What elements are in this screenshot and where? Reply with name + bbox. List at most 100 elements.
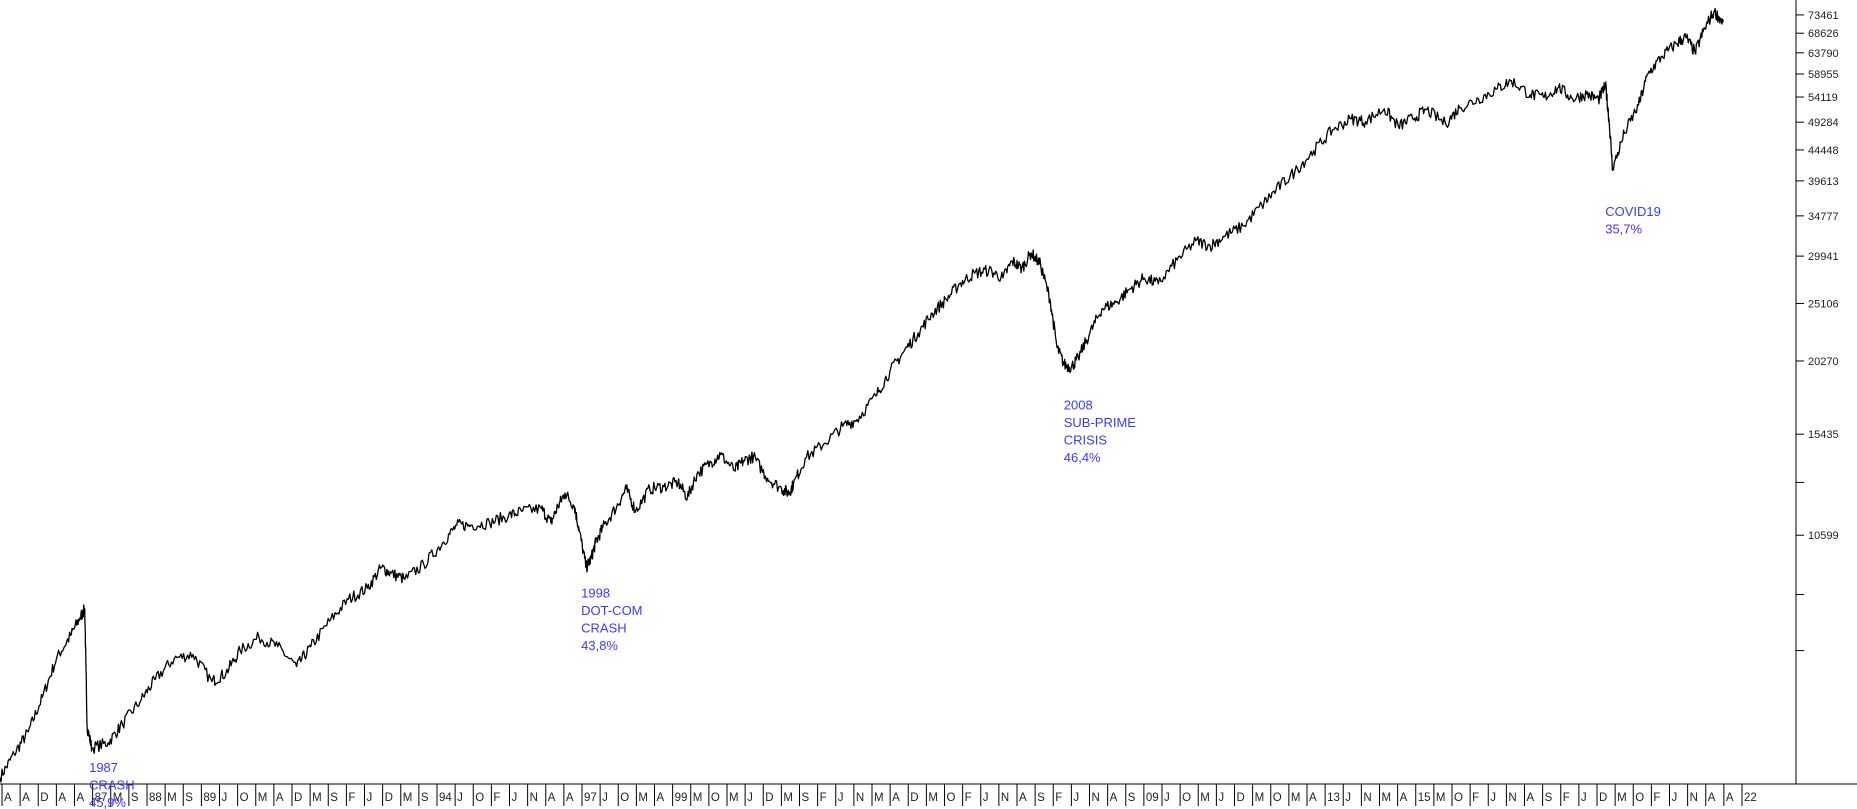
y-tick-label: 49284 (1808, 117, 1839, 129)
x-tick-label: J (983, 792, 989, 804)
x-tick-label: O (1635, 792, 1644, 804)
x-tick-label: A (1019, 792, 1027, 804)
y-tick-label: 10599 (1808, 530, 1839, 542)
x-tick-label: M (312, 792, 322, 804)
x-tick-label: S (1128, 792, 1136, 804)
x-tick-label: O (947, 792, 956, 804)
y-tick-label: 58955 (1808, 69, 1839, 81)
x-tick-label: A (1527, 792, 1535, 804)
x-tick-label: J (512, 792, 518, 804)
x-tick-label: S (131, 792, 139, 804)
x-tick-label: 88 (149, 792, 162, 804)
x-tick-label: D (765, 792, 773, 804)
x-tick-label: M (403, 792, 413, 804)
y-tick-label: 73461 (1808, 10, 1839, 22)
x-tick-label: D (294, 792, 302, 804)
x-tick-label: S (1545, 792, 1553, 804)
annotation-line: 2008 (1064, 398, 1093, 413)
annotation-line: SUB-PRIME (1064, 415, 1137, 430)
annotation-line: CRISIS (1064, 433, 1108, 448)
x-tick-label: A (1708, 792, 1716, 804)
series-line (0, 7, 1724, 783)
x-tick-label: 15 (1418, 792, 1431, 804)
x-tick-label: F (820, 792, 827, 804)
y-tick-label: 39613 (1808, 176, 1839, 188)
x-tick-label: J (367, 792, 373, 804)
x-tick-label: 13 (1327, 792, 1340, 804)
x-tick-label: A (1110, 792, 1118, 804)
x-tick-label: A (77, 792, 85, 804)
x-tick-label: F (1563, 792, 1570, 804)
x-tick-label: 99 (675, 792, 688, 804)
annotation-label: 1987 CRASH 45,9% (89, 760, 135, 809)
x-tick-label: N (1363, 792, 1371, 804)
x-tick-label: D (910, 792, 918, 804)
x-tick-label: N (1001, 792, 1009, 804)
x-tick-label: M (1255, 792, 1265, 804)
x-tick-label: S (421, 792, 429, 804)
annotation-line: 46,4% (1064, 450, 1101, 465)
x-tick-label: F (493, 792, 500, 804)
y-axis-ticks: 73461 68626 63790 58955 54119 49284 44448 39613… (1796, 10, 1839, 652)
x-tick-label: J (457, 792, 463, 804)
x-tick-label: M (638, 792, 648, 804)
annotation-line: 1998 (581, 585, 610, 600)
annotations: 1987 CRASH 45,9% 1998 DOT-COM CRASH 43,8% 2008 S… (89, 204, 1661, 809)
x-tick-label: N (856, 792, 864, 804)
axes (0, 0, 1857, 785)
x-tick-label: J (1490, 792, 1496, 804)
x-tick-label: J (1073, 792, 1079, 804)
x-tick-label: J (1581, 792, 1587, 804)
x-tick-label: M (1617, 792, 1627, 804)
y-tick-label: 25106 (1808, 298, 1839, 310)
annotation-label: COVID19 35,7% (1605, 204, 1661, 237)
x-tick-label: F (1472, 792, 1479, 804)
x-tick-label: M (1291, 792, 1301, 804)
x-tick-label: O (1454, 792, 1463, 804)
x-tick-label: J (1164, 792, 1170, 804)
y-tick-label: 20270 (1808, 356, 1839, 368)
y-tick-label: 54119 (1808, 92, 1838, 104)
annotation-label: 2008 SUB-PRIME CRISIS 46,4% (1064, 398, 1137, 466)
x-tick-label: A (892, 792, 900, 804)
x-tick-label: M (258, 792, 268, 804)
annotation-line: CRASH (581, 620, 627, 635)
x-tick-label: 22 (1744, 792, 1757, 804)
x-tick-label: J (222, 792, 228, 804)
annotation-label: 1998 DOT-COM CRASH 43,8% (581, 585, 642, 653)
annotation-line: 43,8% (581, 638, 618, 653)
x-tick-label: O (1273, 792, 1282, 804)
x-tick-label: A (1726, 792, 1734, 804)
x-tick-label: M (167, 792, 177, 804)
annotation-line: 35,7% (1605, 222, 1642, 237)
x-tick-label: A (566, 792, 574, 804)
annotation-line: DOT-COM (581, 603, 642, 618)
x-tick-label: N (530, 792, 538, 804)
x-tick-label: F (348, 792, 355, 804)
x-tick-label: N (1508, 792, 1516, 804)
x-tick-label: N (1092, 792, 1100, 804)
x-tick-label: S (802, 792, 810, 804)
x-tick-label: D (1599, 792, 1607, 804)
x-tick-label: D (40, 792, 48, 804)
x-tick-label: S (185, 792, 193, 804)
x-tick-label: N (1690, 792, 1698, 804)
annotation-line: 1987 (89, 760, 118, 775)
x-tick-label: M (113, 792, 123, 804)
x-tick-label: M (874, 792, 884, 804)
y-tick-label: 29941 (1808, 251, 1839, 263)
x-tick-label: A (1400, 792, 1408, 804)
x-tick-label: J (1672, 792, 1678, 804)
x-tick-label: F (1055, 792, 1062, 804)
y-tick-label: 15435 (1808, 429, 1839, 441)
x-tick-label: 94 (439, 792, 452, 804)
x-tick-label: 89 (203, 792, 216, 804)
x-tick-label: J (602, 792, 608, 804)
x-tick-label: 97 (584, 792, 597, 804)
y-tick-label: 44448 (1808, 145, 1839, 157)
x-tick-label: O (1182, 792, 1191, 804)
x-axis-ticks: A A D A A 87 M S 88 M S 89 J O M A D M S F J D M S 94 J O F J N A A 97 J O… (1, 784, 1757, 806)
x-tick-label: M (783, 792, 793, 804)
x-tick-label: A (1309, 792, 1317, 804)
